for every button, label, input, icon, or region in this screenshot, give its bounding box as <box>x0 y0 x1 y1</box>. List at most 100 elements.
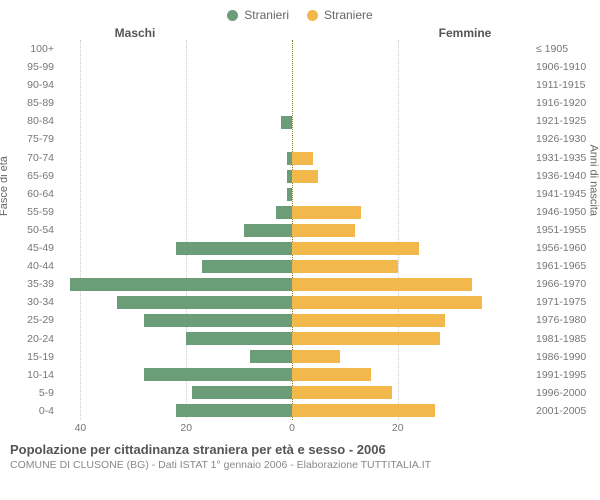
female-bar <box>292 296 482 309</box>
birth-year-label: 1916-1920 <box>536 97 590 109</box>
legend-swatch-male <box>227 10 238 21</box>
bar-row <box>54 385 292 399</box>
age-label: 95-99 <box>10 61 54 73</box>
age-label: 30-34 <box>10 296 54 308</box>
age-label: 10-14 <box>10 369 54 381</box>
bar-row <box>54 223 292 237</box>
age-label: 70-74 <box>10 152 54 164</box>
female-bar <box>292 206 361 219</box>
legend-item-male: Stranieri <box>227 8 289 22</box>
age-label: 75-79 <box>10 133 54 145</box>
chart-subtitle: COMUNE DI CLUSONE (BG) - Dati ISTAT 1° g… <box>10 459 590 471</box>
y-axis-birth: ≤ 19051906-19101911-19151916-19201921-19… <box>530 40 590 420</box>
bar-row <box>292 151 530 165</box>
age-label: 15-19 <box>10 351 54 363</box>
bar-row <box>54 403 292 417</box>
chart-title: Popolazione per cittadinanza straniera p… <box>10 442 590 457</box>
age-label: 55-59 <box>10 206 54 218</box>
bar-row <box>292 223 530 237</box>
age-label: 20-24 <box>10 333 54 345</box>
male-bar <box>144 368 292 381</box>
bar-row <box>292 187 530 201</box>
bar-row <box>54 205 292 219</box>
birth-year-label: 1956-1960 <box>536 242 590 254</box>
bar-row <box>292 205 530 219</box>
bar-row <box>292 43 530 57</box>
bar-row <box>54 115 292 129</box>
birth-year-label: 1971-1975 <box>536 296 590 308</box>
bar-row <box>292 79 530 93</box>
x-tick-label: 20 <box>392 422 404 434</box>
age-label: 65-69 <box>10 170 54 182</box>
x-tick-label: 40 <box>75 422 87 434</box>
male-bars <box>54 40 292 420</box>
bar-row <box>292 367 530 381</box>
male-bar <box>250 350 292 363</box>
x-ticks: 4020020 <box>54 422 530 436</box>
bar-row <box>54 259 292 273</box>
bar-row <box>292 97 530 111</box>
birth-year-label: 1946-1950 <box>536 206 590 218</box>
bar-row <box>54 331 292 345</box>
female-bar <box>292 152 313 165</box>
bar-row <box>292 403 530 417</box>
bar-row <box>54 367 292 381</box>
legend-label-female: Straniere <box>324 8 373 22</box>
male-bar <box>186 332 292 345</box>
legend-swatch-female <box>307 10 318 21</box>
bar-row <box>54 169 292 183</box>
male-bar <box>117 296 292 309</box>
birth-year-label: ≤ 1905 <box>536 43 590 55</box>
bar-row <box>292 331 530 345</box>
bar-row <box>292 61 530 75</box>
left-axis-title: Fasce di età <box>0 156 10 216</box>
female-bar <box>292 404 435 417</box>
birth-year-label: 1951-1955 <box>536 224 590 236</box>
male-bar <box>176 404 292 417</box>
bar-row <box>54 349 292 363</box>
y-axis-age: 100+95-9990-9485-8980-8475-7970-7465-696… <box>10 40 54 420</box>
male-title: Maschi <box>10 26 300 40</box>
male-bar <box>276 206 292 219</box>
age-label: 25-29 <box>10 314 54 326</box>
bar-row <box>292 277 530 291</box>
female-bar <box>292 332 440 345</box>
birth-year-label: 1996-2000 <box>536 387 590 399</box>
birth-year-label: 1911-1915 <box>536 79 590 91</box>
birth-year-label: 1941-1945 <box>536 188 590 200</box>
female-bar <box>292 350 340 363</box>
birth-year-label: 1986-1990 <box>536 351 590 363</box>
female-bar <box>292 386 392 399</box>
male-bar <box>244 224 292 237</box>
bar-row <box>292 349 530 363</box>
legend: Stranieri Straniere <box>10 8 590 22</box>
age-label: 5-9 <box>10 387 54 399</box>
age-label: 85-89 <box>10 97 54 109</box>
bar-row <box>292 385 530 399</box>
x-tick-label: 0 <box>289 422 295 434</box>
age-label: 45-49 <box>10 242 54 254</box>
female-bar <box>292 242 419 255</box>
bar-row <box>292 259 530 273</box>
bar-row <box>54 313 292 327</box>
gender-titles: Maschi Femmine <box>10 26 590 40</box>
bar-row <box>54 133 292 147</box>
bar-row <box>292 133 530 147</box>
age-label: 0-4 <box>10 405 54 417</box>
birth-year-label: 1981-1985 <box>536 333 590 345</box>
population-pyramid-chart: Stranieri Straniere Maschi Femmine Fasce… <box>0 0 600 500</box>
age-label: 100+ <box>10 43 54 55</box>
legend-label-male: Stranieri <box>244 8 289 22</box>
bar-row <box>54 151 292 165</box>
bar-row <box>54 43 292 57</box>
female-bar <box>292 368 371 381</box>
female-bar <box>292 170 318 183</box>
bar-row <box>54 277 292 291</box>
age-label: 40-44 <box>10 260 54 272</box>
legend-item-female: Straniere <box>307 8 373 22</box>
bar-row <box>54 79 292 93</box>
birth-year-label: 1976-1980 <box>536 314 590 326</box>
male-bar <box>281 116 292 129</box>
bar-row <box>54 241 292 255</box>
age-label: 60-64 <box>10 188 54 200</box>
